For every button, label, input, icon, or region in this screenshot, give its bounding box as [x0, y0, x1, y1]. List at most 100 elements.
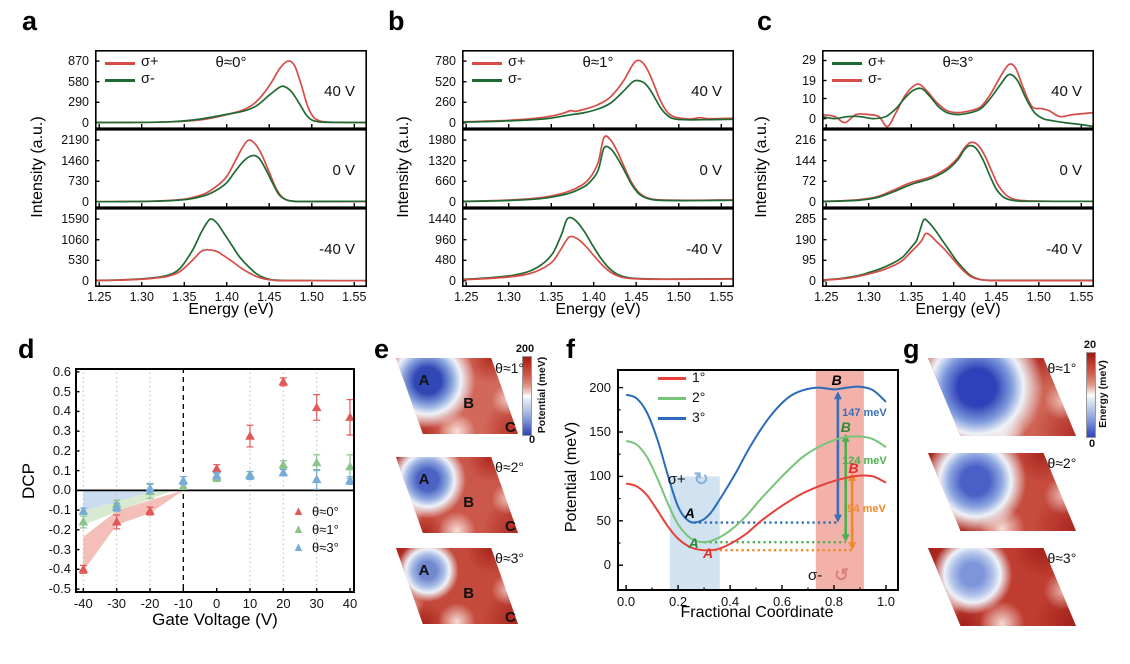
stacking-site-label-A: A [688, 534, 699, 551]
dcp-marker-θ≈1° [345, 461, 355, 471]
y-tick-label: 285 [795, 212, 816, 227]
spectra-subplot-b1 [462, 129, 734, 208]
site-label-B: B [463, 493, 475, 511]
x-tick-label: 1.45 [624, 290, 649, 304]
x-tick-label: 0.6 [772, 594, 792, 609]
y-tick-label: 730 [68, 174, 89, 189]
x-tick-label: -40 [73, 596, 93, 611]
spectrum-curve-σ- [95, 85, 367, 124]
legend-swatch-σ- [105, 79, 135, 82]
x-tick-label: 1.25 [454, 290, 479, 304]
spectra-subplot-c2 [822, 208, 1094, 287]
potential-plot [617, 369, 899, 591]
spectrum-curve-σ- [822, 63, 1094, 128]
y-tick-label: 216 [795, 133, 816, 148]
stacking-site-label-A: A [702, 544, 714, 561]
site-label-C: C [505, 518, 516, 535]
y-tick-label: 144 [795, 153, 816, 168]
potential-curve-3° [625, 385, 887, 524]
y-tick-label: -0.5 [48, 581, 71, 597]
y-tick-label: 0 [809, 273, 816, 288]
sigma-label: σ+ [667, 470, 686, 488]
spectrum-curve-σ+ [95, 248, 367, 282]
legend-swatch-σ- [472, 79, 502, 82]
y-tick-label: 480 [435, 253, 456, 268]
y-tick-label: -0.2 [48, 521, 71, 537]
legend-label: σ- [508, 71, 522, 87]
dcp-marker-θ≈0° [145, 506, 155, 515]
theta-label-c: θ≈3° [942, 54, 974, 71]
energy-colorbar-max: 20 [1083, 339, 1097, 351]
x-tick-label: 1.40 [941, 290, 966, 304]
map-theta-label: θ≈2° [1047, 455, 1077, 471]
panel-letter-f: f [566, 334, 575, 364]
spectrum-curve-σ+ [822, 144, 1094, 203]
x-tick-label: 0 [213, 596, 221, 611]
site-label-B: B [463, 394, 475, 412]
spectra-subplot-a2 [95, 208, 367, 287]
y-tick-label: 72 [802, 174, 816, 189]
x-tick-label: 0.4 [721, 594, 740, 609]
panel-letter-d: d [18, 334, 35, 364]
y-tick-label: 0.3 [52, 423, 71, 439]
theta-label-b: θ≈1° [582, 54, 614, 71]
potential-colorbar-title: Potential (meV) [536, 356, 548, 434]
site-label-C: C [505, 609, 516, 626]
x-tick-label: 10 [242, 596, 258, 611]
gate-voltage-label: -40 V [1046, 241, 1082, 259]
y-tick-label: 580 [68, 74, 89, 89]
y-tick-label: 960 [435, 232, 456, 247]
panel-letter-b: b [388, 6, 405, 36]
legend-label: σ+ [868, 54, 886, 70]
y-tick-label: 150 [589, 424, 611, 440]
legend-label: σ- [141, 71, 155, 87]
x-axis-label-a: Energy (eV) [188, 301, 274, 318]
y-tick-label: -0.1 [48, 502, 71, 518]
legend-label: σ+ [141, 54, 159, 70]
panel-letter-e: e [374, 334, 390, 364]
gate-voltage-label: 40 V [1051, 83, 1082, 101]
gate-voltage-label: -40 V [686, 241, 722, 259]
legend-swatch-σ+ [472, 62, 502, 65]
y-tick-label: 1590 [61, 212, 89, 227]
map-theta-label: θ≈2° [495, 459, 525, 475]
site-label-C: C [505, 419, 516, 436]
x-tick-label: 1.25 [87, 290, 112, 304]
legend-swatch-2° [658, 397, 686, 400]
x-axis-label-b: Energy (eV) [555, 301, 641, 318]
y-tick-label: 1320 [428, 153, 456, 168]
y-tick-label: 0 [603, 557, 611, 573]
dcp-marker-θ≈3° [345, 475, 355, 485]
energy-gap-label: 94 meV [847, 503, 886, 516]
legend-swatch-σ+ [105, 62, 135, 65]
y-tick-label: 0.2 [52, 442, 71, 458]
dcp-plot [75, 368, 355, 593]
gate-voltage-label: 0 V [699, 162, 722, 180]
dcp-marker-θ≈0° [211, 463, 222, 473]
x-axis-label-fractional-coordinate: Fractional Coordinate [680, 604, 834, 621]
dcp-marker-θ≈3° [311, 474, 322, 484]
x-tick-label: 1.50 [666, 290, 691, 304]
spectrum-curve-σ- [462, 145, 734, 203]
y-tick-label: 0.0 [52, 482, 71, 498]
y-tick-label: 1460 [61, 153, 89, 168]
legend-marker-θ≈3°: ▲ [292, 539, 305, 554]
x-axis-label-gate-voltage: Gate Voltage (V) [152, 610, 278, 629]
panel-letter-c: c [757, 6, 773, 36]
x-tick-label: 1.30 [496, 290, 521, 304]
sigma-label: σ- [808, 566, 823, 584]
legend-swatch-σ- [832, 79, 862, 82]
legend-swatch-σ+ [832, 62, 862, 65]
dcp-marker-θ≈3° [145, 483, 155, 492]
spectrum-curve-σ- [462, 79, 734, 124]
y-tick-label: 0 [809, 111, 816, 126]
dcp-marker-θ≈1° [178, 481, 189, 490]
y-tick-label: 0 [809, 194, 816, 209]
spectrum-curve-σ- [822, 232, 1094, 282]
y-tick-label: 780 [435, 54, 456, 69]
x-tick-label: 0.8 [824, 594, 844, 609]
legend-marker-θ≈1°: ▲ [292, 521, 305, 536]
x-tick-label: 1.25 [814, 290, 839, 304]
gate-voltage-label: 0 V [332, 162, 355, 180]
spectra-subplot-c0 [822, 50, 1094, 129]
